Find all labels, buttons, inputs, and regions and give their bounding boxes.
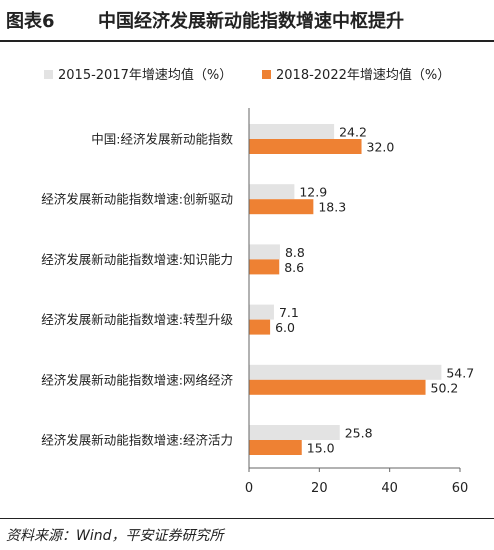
- data-label-s1-c5: 54.7: [446, 365, 474, 380]
- legend-swatch-1: [44, 70, 53, 79]
- x-tick-label-4: 60: [452, 481, 469, 496]
- data-label-s2-c4: 6.0: [275, 320, 295, 335]
- legend-label-2: 2018-2022年增速均值（%）: [276, 67, 450, 83]
- chart-title: 中国经济发展新动能指数增速中枢提升: [98, 11, 404, 32]
- bar-s1-c3: [249, 244, 280, 260]
- category-label-3: 经济发展新动能指数增速:知识能力: [41, 252, 233, 267]
- bar-s2-c2: [249, 199, 314, 215]
- figure-footer: 资料来源：Wind，平安证券研究所: [0, 518, 494, 550]
- bar-s1-c4: [249, 304, 274, 320]
- data-label-s2-c5: 50.2: [431, 380, 459, 395]
- category-label-5: 经济发展新动能指数增速:网络经济: [41, 372, 233, 387]
- bar-s2-c3: [249, 259, 280, 275]
- category-label-1: 中国:经济发展新动能指数: [91, 132, 233, 147]
- data-label-s1-c2: 12.9: [299, 185, 327, 200]
- figure-label: 图表6: [6, 11, 55, 32]
- data-label-s1-c6: 25.8: [345, 426, 373, 441]
- chart-bars: 中国:经济发展新动能指数 24.232.0 经济发展新动能指数增速:创新驱动 12.9…: [41, 124, 474, 456]
- category-label-4: 经济发展新动能指数增速:转型升级: [41, 312, 233, 327]
- category-label-2: 经济发展新动能指数增速:创新驱动: [41, 192, 233, 207]
- figure-header: 图表6 中国经济发展新动能指数增速中枢提升: [0, 0, 494, 42]
- data-label-s2-c2: 18.3: [318, 200, 346, 215]
- data-label-s1-c1: 24.2: [339, 125, 367, 140]
- category-label-6: 经济发展新动能指数增速:经济活力: [41, 433, 233, 448]
- data-label-s2-c1: 32.0: [367, 140, 395, 155]
- data-label-s1-c3: 8.8: [285, 245, 305, 260]
- data-label-s1-c4: 7.1: [279, 305, 299, 320]
- chart-legend: 2015-2017年增速均值（%） 2018-2022年增速均值（%）: [44, 67, 450, 83]
- data-label-s2-c3: 8.6: [284, 260, 304, 275]
- x-tick-label-3: 40: [381, 481, 398, 496]
- bar-s2-c1: [249, 139, 362, 154]
- bar-chart: 2015-2017年增速均值（%） 2018-2022年增速均值（%） 中国:经济…: [41, 67, 474, 496]
- x-tick-label-2: 20: [311, 481, 328, 496]
- bar-s2-c6: [249, 440, 302, 455]
- legend-swatch-2: [262, 70, 271, 79]
- bar-s2-c5: [249, 379, 426, 395]
- source-note: 资料来源：Wind，平安证券研究所: [6, 528, 224, 544]
- x-tick-label-1: 0: [245, 481, 253, 496]
- chart-axes: 0 20 40 60: [245, 108, 468, 496]
- bar-s1-c1: [249, 124, 335, 139]
- bar-s1-c5: [249, 364, 442, 380]
- bar-s1-c2: [249, 184, 295, 200]
- data-label-s2-c6: 15.0: [307, 441, 335, 456]
- bar-s2-c4: [249, 319, 271, 335]
- bar-s1-c6: [249, 425, 340, 440]
- legend-label-1: 2015-2017年增速均值（%）: [58, 67, 232, 83]
